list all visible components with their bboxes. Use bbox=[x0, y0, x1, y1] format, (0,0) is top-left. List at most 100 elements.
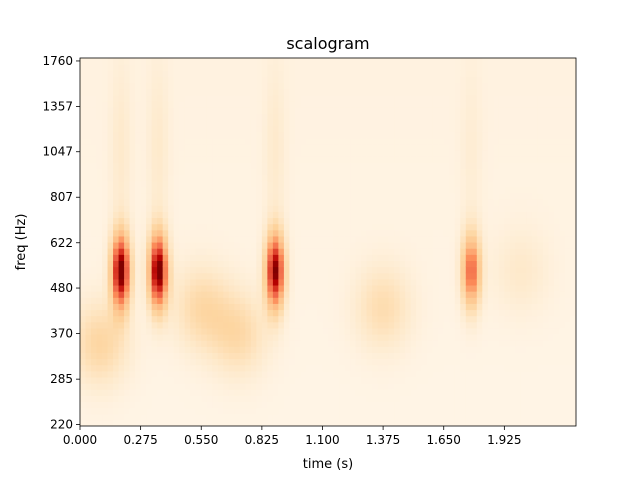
heatmap-cell bbox=[96, 315, 103, 323]
heatmap-cell bbox=[289, 186, 296, 194]
heatmap-cell bbox=[113, 217, 120, 225]
heatmap-cell bbox=[388, 192, 395, 200]
heatmap-cell bbox=[113, 168, 120, 176]
heatmap-cell bbox=[195, 186, 202, 194]
heatmap-cell bbox=[256, 340, 263, 347]
heatmap-cell bbox=[234, 211, 241, 219]
heatmap-cell bbox=[146, 88, 153, 96]
heatmap-cell bbox=[289, 260, 296, 268]
heatmap-cell bbox=[228, 94, 235, 102]
heatmap-cell bbox=[157, 340, 164, 347]
heatmap-cell bbox=[190, 143, 197, 151]
heatmap-cell bbox=[113, 113, 120, 120]
heatmap-cell bbox=[157, 242, 164, 249]
heatmap-cell bbox=[405, 82, 412, 90]
heatmap-cell bbox=[311, 352, 318, 360]
heatmap-cell bbox=[162, 407, 169, 415]
heatmap-cell bbox=[443, 107, 450, 114]
heatmap-cell bbox=[305, 186, 313, 194]
heatmap-cell bbox=[107, 156, 114, 163]
heatmap-cell bbox=[80, 88, 87, 96]
heatmap-cell bbox=[482, 254, 489, 261]
heatmap-cell bbox=[449, 260, 456, 268]
heatmap-cell bbox=[80, 100, 87, 108]
heatmap-cell bbox=[504, 88, 511, 96]
heatmap-cell bbox=[256, 334, 263, 341]
heatmap-cell bbox=[256, 242, 263, 249]
heatmap-cell bbox=[372, 303, 379, 311]
heatmap-cell bbox=[179, 309, 186, 317]
heatmap-cell bbox=[184, 334, 191, 341]
heatmap-cell bbox=[399, 297, 406, 304]
heatmap-cell bbox=[168, 150, 175, 157]
heatmap-cell bbox=[206, 346, 213, 353]
heatmap-cell bbox=[526, 107, 533, 114]
heatmap-cell bbox=[250, 125, 257, 133]
heatmap-cell bbox=[355, 278, 362, 286]
heatmap-cell bbox=[476, 383, 483, 390]
heatmap-cell bbox=[146, 291, 153, 298]
heatmap-cell bbox=[410, 192, 417, 200]
heatmap-cell bbox=[498, 315, 505, 323]
heatmap-cell bbox=[157, 254, 164, 261]
heatmap-cell bbox=[421, 401, 428, 409]
heatmap-cell bbox=[438, 211, 445, 219]
heatmap-cell bbox=[234, 205, 241, 212]
heatmap-cell bbox=[278, 364, 285, 372]
heatmap-cell bbox=[294, 131, 302, 139]
heatmap-cell bbox=[146, 364, 153, 372]
heatmap-cell bbox=[217, 297, 224, 304]
heatmap-cell bbox=[531, 70, 539, 77]
heatmap-cell bbox=[80, 229, 87, 237]
heatmap-cell bbox=[217, 229, 224, 237]
heatmap-cell bbox=[151, 229, 158, 237]
heatmap-cell bbox=[388, 235, 395, 243]
heatmap-cell bbox=[96, 58, 103, 65]
heatmap-cell bbox=[432, 64, 439, 71]
heatmap-cell bbox=[421, 303, 428, 311]
heatmap-cell bbox=[383, 272, 390, 280]
heatmap-cell bbox=[129, 389, 136, 396]
heatmap-cell bbox=[278, 131, 285, 139]
heatmap-cell bbox=[388, 248, 395, 255]
heatmap-cell bbox=[283, 70, 291, 77]
heatmap-cell bbox=[366, 125, 373, 133]
heatmap-cell bbox=[118, 266, 125, 274]
heatmap-cell bbox=[190, 395, 197, 403]
heatmap-cell bbox=[195, 266, 202, 274]
heatmap-cell bbox=[493, 199, 500, 206]
heatmap-cell bbox=[311, 346, 318, 353]
heatmap-cell bbox=[515, 242, 522, 249]
heatmap-cell bbox=[294, 186, 302, 194]
heatmap-cell bbox=[339, 94, 346, 102]
heatmap-cell bbox=[372, 150, 379, 157]
heatmap-cell bbox=[504, 150, 511, 157]
heatmap-cell bbox=[85, 370, 92, 378]
heatmap-cell bbox=[399, 94, 406, 102]
heatmap-cell bbox=[162, 242, 169, 249]
heatmap-cell bbox=[366, 113, 373, 120]
heatmap-cell bbox=[421, 58, 428, 65]
heatmap-cell bbox=[124, 321, 131, 329]
heatmap-cell bbox=[399, 346, 406, 353]
heatmap-cell bbox=[482, 186, 489, 194]
heatmap-cell bbox=[388, 168, 395, 176]
heatmap-cell bbox=[471, 223, 478, 231]
heatmap-cell bbox=[256, 266, 263, 274]
heatmap-cell bbox=[416, 321, 423, 329]
heatmap-cell bbox=[162, 395, 169, 403]
heatmap-cell bbox=[416, 248, 423, 255]
heatmap-cell bbox=[355, 199, 362, 206]
heatmap-cell bbox=[151, 205, 158, 212]
heatmap-cell bbox=[526, 278, 533, 286]
heatmap-cell bbox=[328, 180, 335, 188]
heatmap-cell bbox=[261, 107, 268, 114]
heatmap-cell bbox=[113, 58, 120, 65]
heatmap-cell bbox=[107, 407, 114, 415]
heatmap-cell bbox=[339, 407, 346, 415]
heatmap-cell bbox=[366, 242, 373, 249]
heatmap-cell bbox=[355, 113, 362, 120]
heatmap-cell bbox=[361, 303, 368, 311]
heatmap-cell bbox=[460, 100, 467, 108]
heatmap-cell bbox=[179, 64, 186, 71]
